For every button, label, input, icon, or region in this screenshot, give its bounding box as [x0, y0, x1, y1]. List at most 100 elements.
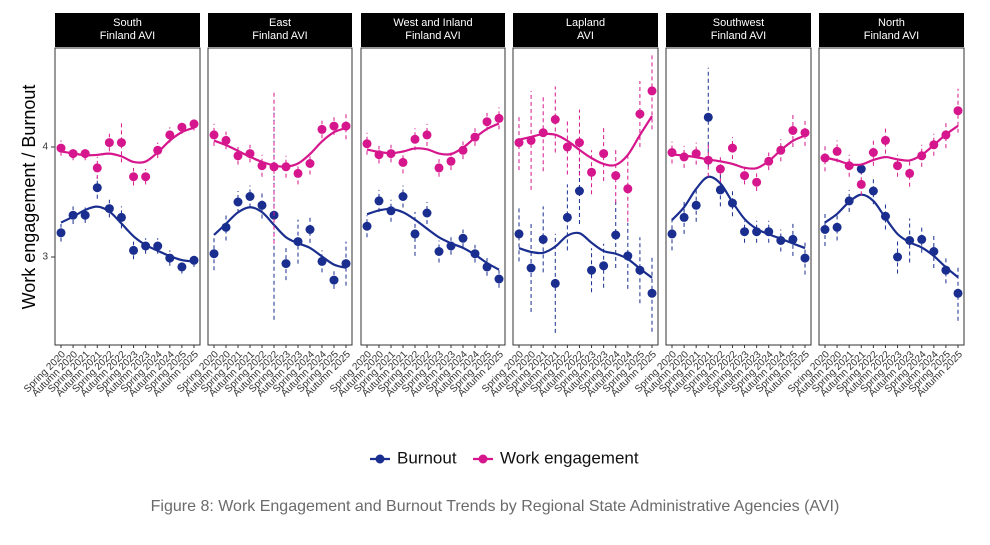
point — [587, 265, 597, 275]
point — [165, 253, 175, 263]
point — [422, 130, 432, 140]
point — [574, 186, 584, 196]
point — [233, 151, 243, 161]
legend-marker — [375, 454, 385, 464]
point — [727, 143, 737, 153]
point — [494, 274, 504, 284]
point — [764, 227, 774, 237]
point — [893, 161, 903, 171]
point — [341, 121, 351, 131]
point — [116, 212, 126, 222]
point — [611, 230, 621, 240]
point — [514, 229, 524, 239]
point — [386, 206, 396, 216]
point — [752, 177, 762, 187]
point — [189, 255, 199, 265]
point — [832, 222, 842, 232]
trend-line — [366, 207, 500, 271]
point — [68, 149, 78, 159]
point — [691, 200, 701, 210]
point — [129, 245, 139, 255]
point — [305, 159, 315, 168]
point — [740, 171, 750, 181]
point — [562, 142, 572, 152]
point — [703, 112, 713, 122]
trend-line — [671, 175, 806, 250]
point — [141, 172, 151, 182]
point — [446, 241, 456, 251]
point — [953, 106, 963, 116]
point — [635, 109, 645, 119]
point — [56, 143, 66, 153]
point — [257, 200, 267, 210]
point — [611, 171, 621, 181]
point — [165, 130, 175, 140]
point — [293, 168, 303, 178]
point — [856, 164, 866, 174]
point — [679, 212, 689, 222]
point — [800, 128, 810, 138]
point — [667, 148, 677, 157]
point — [868, 148, 878, 157]
point — [398, 157, 408, 167]
point — [788, 126, 798, 135]
legend-marker — [478, 454, 488, 464]
point — [398, 192, 408, 201]
legend-label: Burnout — [397, 448, 457, 467]
point — [715, 185, 725, 195]
series — [514, 158, 657, 333]
point — [104, 204, 114, 214]
series — [209, 89, 351, 244]
point — [691, 149, 701, 159]
point — [623, 251, 633, 261]
panel-border — [360, 47, 506, 346]
point — [740, 227, 750, 237]
point — [317, 256, 327, 266]
point — [929, 140, 939, 150]
point — [221, 135, 231, 145]
point — [141, 241, 151, 251]
trend-line — [213, 206, 347, 269]
point — [844, 196, 854, 206]
legend-label: Work engagement — [500, 448, 639, 467]
point — [880, 211, 890, 221]
point — [647, 288, 657, 298]
point — [470, 249, 480, 259]
point — [177, 262, 187, 272]
point — [317, 124, 327, 134]
point — [880, 135, 890, 145]
point — [526, 135, 536, 145]
point — [953, 288, 963, 298]
panel-title: West and Inland Finland AVI — [361, 13, 505, 47]
point — [667, 229, 677, 239]
point — [587, 167, 597, 177]
point — [941, 130, 951, 140]
series — [514, 52, 657, 222]
point — [703, 155, 713, 165]
point — [269, 162, 279, 172]
point — [526, 263, 536, 273]
point — [245, 192, 255, 201]
panel-title: North Finland AVI — [819, 13, 964, 47]
point — [482, 262, 492, 272]
point — [494, 113, 504, 123]
point — [410, 134, 420, 144]
series — [362, 107, 504, 177]
point — [104, 138, 114, 148]
point — [68, 210, 78, 220]
series — [209, 110, 351, 320]
point — [422, 208, 432, 218]
point — [92, 183, 102, 193]
point — [623, 184, 633, 194]
point — [189, 119, 199, 129]
point — [329, 121, 339, 131]
point — [905, 168, 915, 178]
point — [293, 237, 303, 247]
point — [788, 234, 798, 244]
point — [362, 221, 372, 231]
point — [832, 146, 842, 156]
point — [153, 145, 163, 155]
point — [599, 149, 609, 159]
point — [434, 247, 444, 256]
point — [538, 234, 548, 244]
